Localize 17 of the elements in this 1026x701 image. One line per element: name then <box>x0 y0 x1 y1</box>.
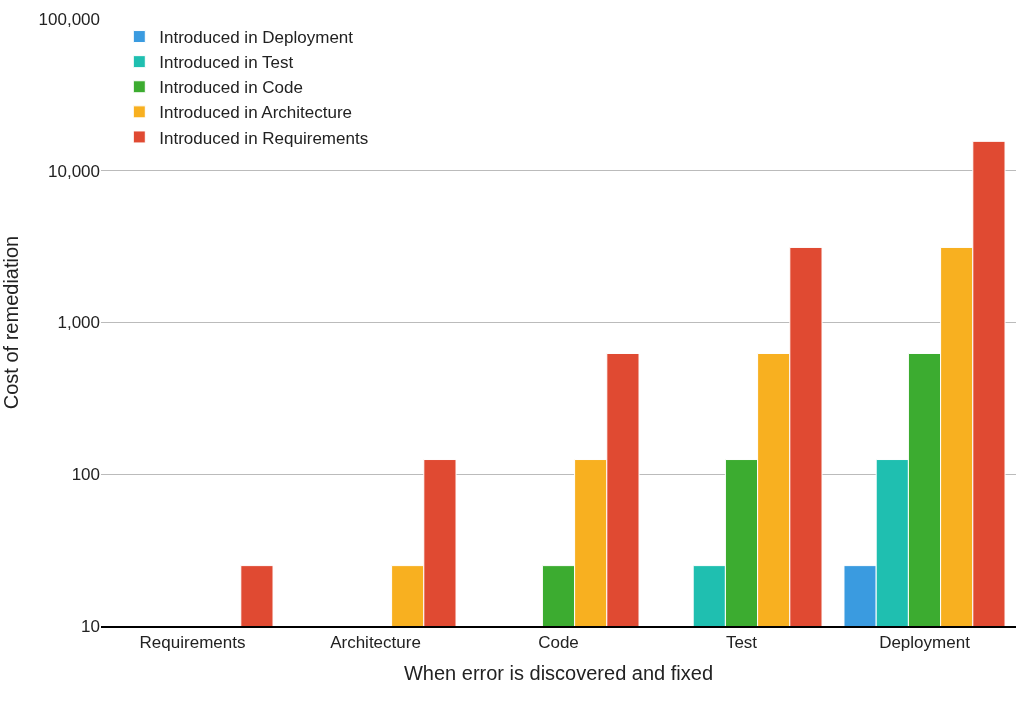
x-tick-label: Code <box>538 633 579 653</box>
legend-label: Introduced in Code <box>159 78 303 98</box>
x-axis-title: When error is discovered and fixed <box>403 662 714 685</box>
x-tick-label: Architecture <box>330 633 421 653</box>
x-tick-label: Requirements <box>139 633 246 653</box>
legend-label: Introduced in Test <box>159 53 294 73</box>
y-tick-label: 1,000 <box>57 313 100 333</box>
y-axis-title: Cost of remediation <box>0 235 22 410</box>
x-tick-label: Deployment <box>879 633 971 653</box>
y-tick-label: 10,000 <box>48 161 100 181</box>
y-tick-label: 100 <box>71 465 100 485</box>
y-tick-label: 100,000 <box>38 9 100 29</box>
x-tick-label: Test <box>725 633 758 653</box>
legend-label: Introduced in Architecture <box>159 103 353 123</box>
legend-label: Introduced in Deployment <box>159 28 354 48</box>
legend-label: Introduced in Requirements <box>159 128 369 148</box>
y-tick-label: 10 <box>81 616 100 636</box>
